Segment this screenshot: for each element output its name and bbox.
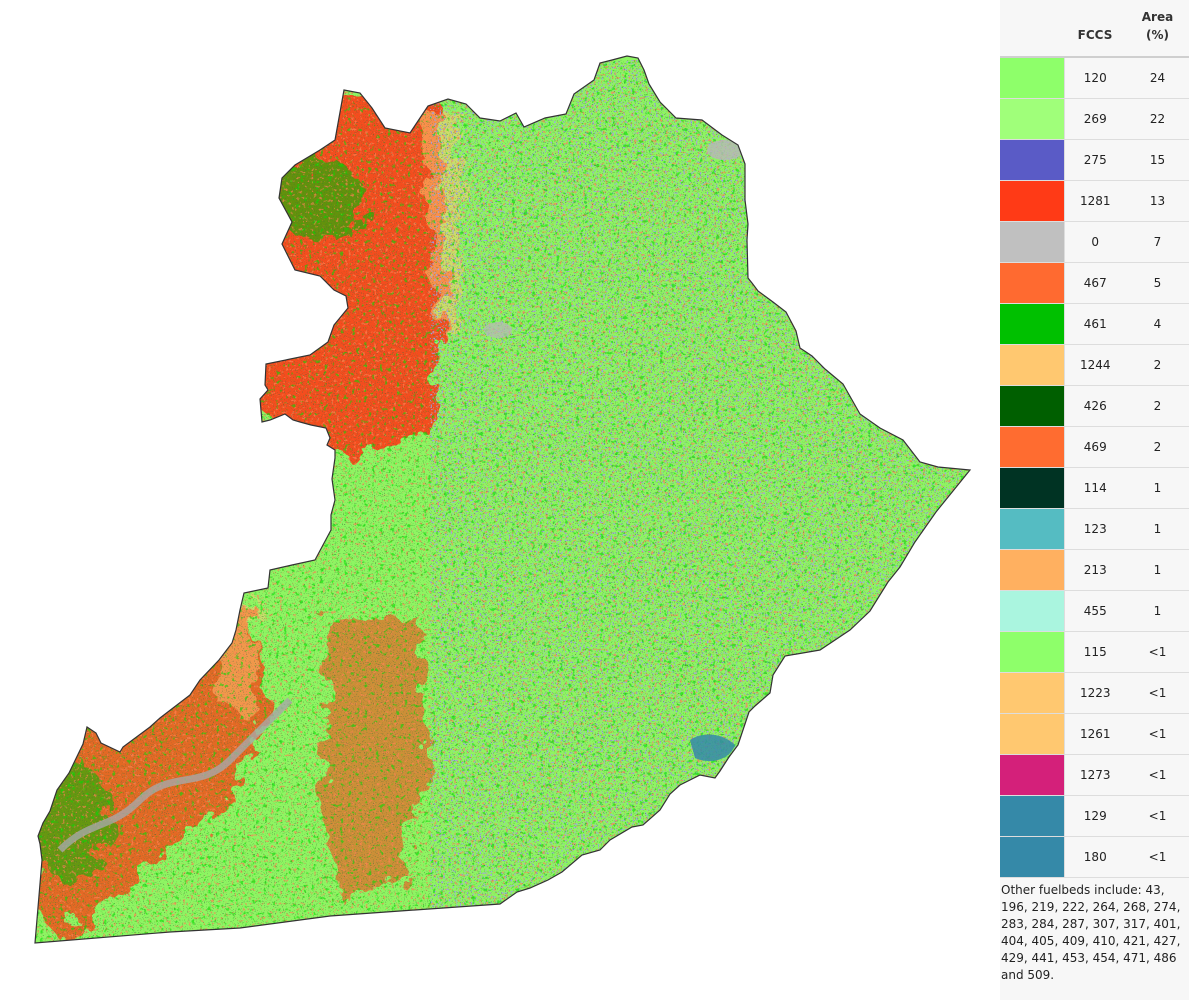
swatch-column-header <box>1000 0 1064 58</box>
area-percent: 2 <box>1126 426 1189 468</box>
color-swatch <box>1000 426 1065 468</box>
legend-row: 461 4 <box>1000 303 1189 345</box>
fccs-code: 455 <box>1064 590 1126 632</box>
fccs-code: 275 <box>1064 139 1126 181</box>
fccs-code: 461 <box>1064 303 1126 345</box>
area-percent: <1 <box>1126 795 1189 837</box>
county-map-svg <box>34 55 972 944</box>
color-swatch <box>1000 57 1065 99</box>
fccs-code: 1281 <box>1064 180 1126 222</box>
area-percent: <1 <box>1126 836 1189 878</box>
urban-patch <box>707 140 743 160</box>
legend-row: 1244 2 <box>1000 344 1189 386</box>
legend-table: FCCS Area (%) 120 24 269 22 275 15 1281 13 0 7 467… <box>1000 0 1189 878</box>
fccs-code: 120 <box>1064 57 1126 99</box>
legend-row: 180 <1 <box>1000 836 1189 878</box>
legend-row: 115 <1 <box>1000 631 1189 673</box>
dark-fuelbed-speckle <box>35 60 970 943</box>
color-swatch <box>1000 98 1065 140</box>
legend-header-row: FCCS Area (%) <box>1000 0 1189 58</box>
color-swatch <box>1000 836 1065 878</box>
fccs-column-header: FCCS <box>1064 0 1126 58</box>
legend-row: 123 1 <box>1000 508 1189 550</box>
fuelbed-map <box>34 55 972 944</box>
area-percent: 2 <box>1126 385 1189 427</box>
other-fuelbeds-note: Other fuelbeds include: 43, 196, 219, 22… <box>1001 883 1181 982</box>
area-percent: 2 <box>1126 344 1189 386</box>
area-percent: <1 <box>1126 672 1189 714</box>
color-swatch <box>1000 754 1065 796</box>
fccs-code: 180 <box>1064 836 1126 878</box>
fccs-code: 1223 <box>1064 672 1126 714</box>
legend-row: 426 2 <box>1000 385 1189 427</box>
fccs-code: 269 <box>1064 98 1126 140</box>
fccs-code: 426 <box>1064 385 1126 427</box>
river-channel <box>57 697 293 853</box>
legend-row: 1281 13 <box>1000 180 1189 222</box>
color-swatch <box>1000 303 1065 345</box>
legend-row: 129 <1 <box>1000 795 1189 837</box>
fccs-code: 469 <box>1064 426 1126 468</box>
area-percent: 1 <box>1126 508 1189 550</box>
color-swatch <box>1000 467 1065 509</box>
color-swatch <box>1000 590 1065 632</box>
legend-row: 213 1 <box>1000 549 1189 591</box>
legend-panel: FCCS Area (%) 120 24 269 22 275 15 1281 13 0 7 467… <box>1000 0 1189 1000</box>
lake-area <box>690 734 735 762</box>
legend-row: 455 1 <box>1000 590 1189 632</box>
legend-row: 120 24 <box>1000 57 1189 99</box>
color-swatch <box>1000 508 1065 550</box>
fccs-code: 467 <box>1064 262 1126 304</box>
area-header-line2: (%) <box>1146 28 1169 42</box>
fuelbed-raster <box>35 56 970 943</box>
legend-rows: 120 24 269 22 275 15 1281 13 0 7 467 5 461 4 1244 2 426 2… <box>1000 57 1189 878</box>
color-swatch <box>1000 262 1065 304</box>
urban-patch <box>484 322 512 338</box>
fccs-code: 213 <box>1064 549 1126 591</box>
fccs-code: 129 <box>1064 795 1126 837</box>
color-swatch <box>1000 139 1065 181</box>
fccs-code: 1261 <box>1064 713 1126 755</box>
area-percent: <1 <box>1126 631 1189 673</box>
fccs-code: 1273 <box>1064 754 1126 796</box>
color-swatch <box>1000 180 1065 222</box>
legend-row: 269 22 <box>1000 98 1189 140</box>
fccs-code: 1244 <box>1064 344 1126 386</box>
area-percent: 24 <box>1126 57 1189 99</box>
area-percent: <1 <box>1126 754 1189 796</box>
legend-row: 1261 <1 <box>1000 713 1189 755</box>
area-percent: <1 <box>1126 713 1189 755</box>
color-swatch <box>1000 344 1065 386</box>
fccs-code: 0 <box>1064 221 1126 263</box>
color-swatch <box>1000 795 1065 837</box>
color-swatch <box>1000 549 1065 591</box>
area-percent: 22 <box>1126 98 1189 140</box>
county-outline <box>34 55 972 944</box>
color-swatch <box>1000 221 1065 263</box>
area-percent: 1 <box>1126 549 1189 591</box>
legend-row: 1223 <1 <box>1000 672 1189 714</box>
color-swatch <box>1000 385 1065 427</box>
fccs-code: 114 <box>1064 467 1126 509</box>
legend-row: 467 5 <box>1000 262 1189 304</box>
area-percent: 7 <box>1126 221 1189 263</box>
area-column-header: Area (%) <box>1126 0 1189 58</box>
area-header-line1: Area <box>1141 10 1174 24</box>
legend-row: 275 15 <box>1000 139 1189 181</box>
area-percent: 13 <box>1126 180 1189 222</box>
legend-row: 114 1 <box>1000 467 1189 509</box>
area-percent: 15 <box>1126 139 1189 181</box>
area-percent: 1 <box>1126 590 1189 632</box>
area-percent: 1 <box>1126 467 1189 509</box>
legend-row: 469 2 <box>1000 426 1189 468</box>
fccs-code: 115 <box>1064 631 1126 673</box>
area-percent: 4 <box>1126 303 1189 345</box>
legend-row: 1273 <1 <box>1000 754 1189 796</box>
fccs-code: 123 <box>1064 508 1126 550</box>
color-swatch <box>1000 672 1065 714</box>
area-percent: 5 <box>1126 262 1189 304</box>
color-swatch <box>1000 713 1065 755</box>
color-swatch <box>1000 631 1065 673</box>
